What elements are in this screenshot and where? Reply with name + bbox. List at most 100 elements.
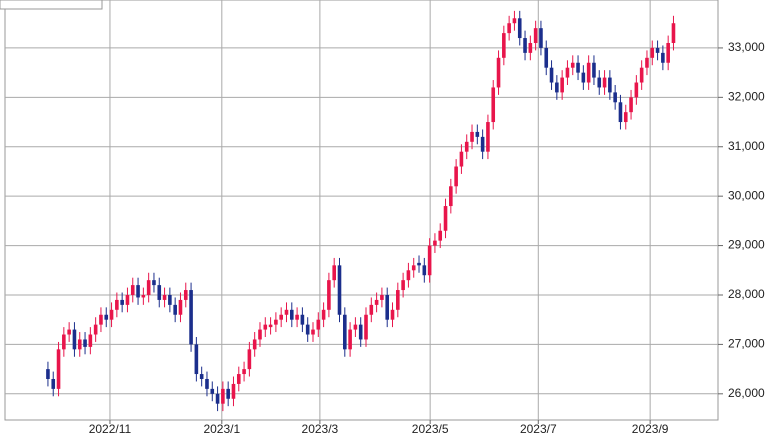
candle-body bbox=[183, 290, 188, 300]
candle-body bbox=[401, 280, 405, 291]
candle-body bbox=[327, 280, 331, 310]
candle-body bbox=[99, 314, 103, 325]
candle-body bbox=[311, 329, 315, 335]
candle-body bbox=[300, 314, 305, 325]
candle-body bbox=[592, 62, 596, 78]
candle-body bbox=[470, 131, 474, 142]
y-tick-label: 33,000 bbox=[728, 40, 765, 54]
x-tick-label: 2023/9 bbox=[632, 422, 669, 436]
candle-body bbox=[77, 339, 82, 350]
candle-body bbox=[406, 270, 411, 281]
candle-body bbox=[533, 28, 538, 43]
candle-body bbox=[369, 304, 374, 315]
candle-body bbox=[120, 299, 124, 305]
candle-body bbox=[650, 47, 655, 58]
x-tick-label: 2023/1 bbox=[203, 422, 240, 436]
candle-body bbox=[433, 240, 437, 246]
candle-body bbox=[162, 294, 167, 300]
candle-body bbox=[443, 206, 448, 231]
candle-body bbox=[168, 294, 172, 305]
y-tick-label: 31,000 bbox=[728, 139, 765, 153]
candle-body bbox=[316, 319, 321, 330]
candle-body bbox=[645, 57, 649, 68]
y-tick-label: 26,000 bbox=[728, 386, 765, 400]
candle-body bbox=[109, 309, 114, 320]
candle-body bbox=[205, 378, 209, 389]
candle-body bbox=[146, 280, 151, 295]
candle-body bbox=[62, 334, 66, 350]
candle-body bbox=[390, 309, 395, 320]
candle-body bbox=[136, 285, 140, 298]
candle-body bbox=[332, 265, 336, 281]
candle-body bbox=[353, 324, 358, 330]
candle-body bbox=[496, 57, 501, 88]
candle-body bbox=[464, 141, 469, 152]
candle-body bbox=[544, 47, 549, 68]
candle-body bbox=[46, 369, 50, 379]
candle-body bbox=[512, 18, 517, 24]
candle-body bbox=[141, 294, 146, 298]
corner-box bbox=[0, 0, 103, 10]
candle-body bbox=[422, 265, 427, 276]
candle-body bbox=[565, 67, 570, 78]
candle-body bbox=[454, 166, 458, 187]
candle-body bbox=[449, 186, 453, 207]
candle-body bbox=[130, 285, 135, 295]
candle-body bbox=[231, 383, 236, 399]
candle-body bbox=[438, 230, 443, 241]
candle-body bbox=[337, 265, 342, 315]
candle-body bbox=[125, 294, 130, 305]
candle-body bbox=[221, 388, 225, 404]
candle-body bbox=[115, 299, 119, 310]
candle-body bbox=[480, 136, 485, 152]
candle-body bbox=[555, 82, 559, 93]
candle-body bbox=[502, 33, 506, 58]
candle-body bbox=[104, 314, 109, 320]
candle-body bbox=[348, 329, 352, 350]
candle-body bbox=[608, 77, 612, 93]
candle-body bbox=[459, 151, 464, 167]
x-tick-label: 2023/5 bbox=[412, 422, 449, 436]
candle-body bbox=[226, 388, 230, 399]
candle-body bbox=[661, 52, 665, 63]
candle-body bbox=[486, 122, 490, 152]
candle-body bbox=[268, 324, 273, 328]
candle-body bbox=[215, 393, 220, 404]
candle-body bbox=[570, 62, 575, 68]
candle-body bbox=[602, 77, 607, 88]
candle-body bbox=[51, 378, 56, 389]
x-tick-label: 2023/3 bbox=[302, 422, 339, 436]
candle-body bbox=[576, 62, 580, 73]
candle-body bbox=[295, 314, 299, 320]
candle-body bbox=[343, 314, 347, 350]
x-tick-label: 2022/11 bbox=[89, 422, 132, 436]
candle-body bbox=[539, 28, 543, 48]
y-tick-label: 28,000 bbox=[728, 287, 765, 301]
candle-body bbox=[88, 334, 93, 347]
candle-body bbox=[72, 329, 77, 350]
candle-body bbox=[199, 374, 204, 379]
candle-body bbox=[279, 314, 283, 320]
candle-body bbox=[411, 265, 416, 271]
y-tick-label: 27,000 bbox=[728, 337, 765, 351]
candle-body bbox=[613, 92, 617, 103]
candle-body bbox=[242, 369, 246, 375]
candle-body bbox=[491, 87, 496, 123]
candle-body bbox=[396, 290, 400, 310]
candle-body bbox=[236, 374, 241, 384]
candle-body bbox=[358, 324, 363, 340]
candle-body bbox=[305, 324, 310, 335]
candle-body bbox=[623, 112, 628, 123]
candle-body bbox=[427, 245, 432, 276]
candle-body bbox=[417, 262, 421, 266]
candle-body bbox=[385, 294, 390, 320]
candle-body bbox=[374, 299, 379, 305]
candle-body bbox=[321, 309, 326, 320]
candle-body bbox=[173, 304, 177, 315]
candle-body bbox=[67, 329, 71, 335]
candle-body bbox=[252, 339, 257, 350]
candle-body bbox=[56, 349, 61, 389]
candle-body bbox=[671, 23, 676, 43]
candle-body bbox=[152, 280, 156, 286]
candle-body bbox=[189, 290, 193, 345]
